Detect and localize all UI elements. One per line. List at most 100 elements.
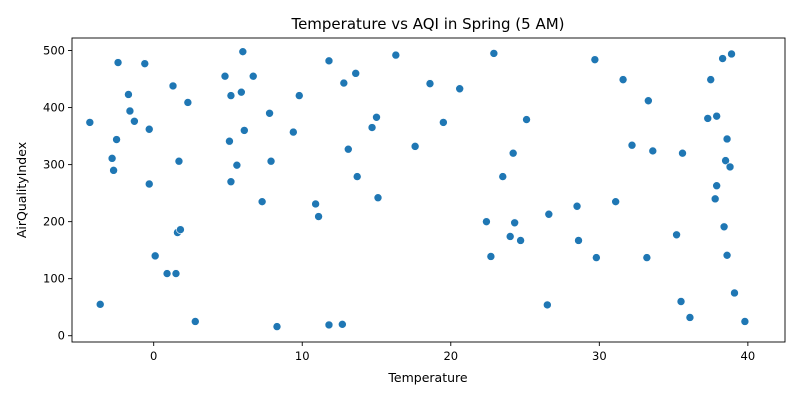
data-point	[183, 98, 193, 107]
data-point	[314, 212, 323, 221]
data-point	[174, 156, 184, 166]
data-point	[144, 124, 154, 134]
data-point	[238, 47, 248, 56]
x-tick-label: 20	[443, 349, 458, 363]
data-point	[410, 142, 420, 151]
x-axis-ticks: 0 10 20 30 40	[150, 342, 755, 363]
data-point	[272, 322, 282, 331]
data-point	[220, 71, 230, 81]
data-point	[351, 69, 361, 78]
data-point	[240, 126, 249, 135]
data-point	[162, 269, 172, 278]
chart-title: Temperature vs AQI in Spring (5 AM)	[290, 15, 564, 33]
data-point	[740, 317, 750, 326]
data-point	[85, 118, 95, 127]
data-point	[168, 81, 178, 91]
data-point	[498, 172, 508, 181]
data-point	[171, 269, 181, 278]
plot-points	[85, 47, 750, 331]
y-tick-label: 100	[43, 272, 65, 286]
data-point	[544, 209, 554, 219]
y-axis-label: AirQualityIndex	[14, 142, 29, 238]
data-point	[703, 114, 713, 123]
data-point	[482, 217, 491, 226]
x-axis-label: Temperature	[387, 370, 467, 385]
data-point	[712, 181, 721, 191]
data-point	[712, 111, 721, 121]
data-point	[130, 116, 139, 126]
data-point	[294, 91, 304, 100]
data-point	[176, 225, 185, 234]
data-point	[352, 172, 362, 181]
data-point	[648, 146, 658, 156]
data-point	[339, 78, 349, 88]
data-point	[718, 54, 727, 63]
x-tick-label: 0	[150, 349, 157, 363]
data-point	[439, 118, 448, 127]
data-point	[685, 313, 695, 322]
data-point	[125, 106, 135, 116]
data-point	[678, 148, 687, 158]
data-point	[113, 58, 123, 67]
data-point	[109, 166, 118, 175]
data-point	[257, 197, 267, 206]
data-point	[226, 91, 236, 100]
data-point	[150, 251, 160, 261]
data-point	[237, 87, 246, 97]
data-point	[516, 236, 525, 245]
data-point	[510, 218, 519, 228]
data-point	[324, 56, 334, 66]
data-point	[543, 300, 552, 310]
data-point	[311, 199, 320, 209]
data-point	[455, 84, 464, 94]
data-point	[95, 300, 105, 309]
data-point	[627, 140, 637, 150]
data-point	[289, 127, 298, 137]
data-point	[144, 179, 154, 189]
x-tick-label: 10	[295, 349, 310, 363]
data-point	[710, 194, 720, 204]
data-point	[719, 222, 729, 232]
x-tick-label: 40	[741, 349, 756, 363]
data-point	[489, 49, 499, 58]
data-point	[248, 71, 258, 81]
data-point	[372, 112, 381, 122]
data-point	[266, 156, 276, 166]
data-point	[642, 253, 652, 262]
data-point	[373, 193, 383, 202]
data-point	[112, 135, 121, 144]
data-point	[574, 236, 583, 245]
data-point	[391, 50, 401, 60]
data-point	[324, 320, 334, 330]
data-point	[618, 75, 628, 84]
plot-frame	[71, 37, 786, 343]
data-point	[722, 251, 732, 260]
data-point	[611, 197, 620, 206]
y-tick-label: 200	[43, 215, 65, 229]
data-point	[508, 148, 518, 158]
data-point	[265, 108, 274, 118]
data-point	[226, 177, 236, 187]
data-point	[572, 201, 582, 211]
data-point	[592, 253, 601, 262]
data-point	[107, 154, 117, 163]
data-point	[722, 134, 732, 144]
data-point	[725, 162, 735, 172]
data-point	[522, 115, 531, 124]
data-point	[672, 230, 681, 240]
data-point	[727, 49, 736, 59]
y-tick-label: 500	[43, 44, 65, 58]
data-point	[730, 288, 739, 298]
data-point	[367, 123, 377, 132]
data-point	[486, 252, 496, 261]
data-point	[676, 297, 686, 306]
data-point	[721, 156, 730, 165]
data-point	[590, 55, 600, 64]
data-point	[232, 160, 242, 170]
y-tick-label: 400	[43, 101, 65, 115]
data-point	[338, 320, 347, 329]
y-axis-ticks: 0 100 200 300 400 500	[43, 44, 72, 343]
data-point	[225, 136, 234, 146]
data-point	[644, 96, 653, 106]
data-point	[190, 317, 200, 326]
